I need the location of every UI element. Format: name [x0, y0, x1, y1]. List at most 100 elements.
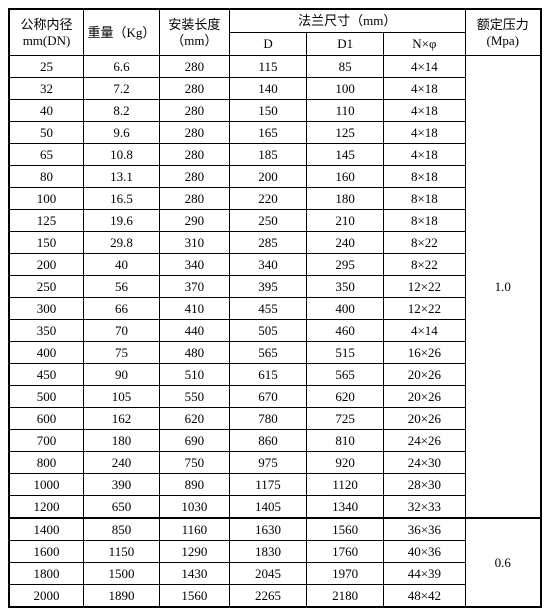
cell-wt: 19.6	[84, 210, 160, 232]
cell-d: 200	[229, 166, 306, 188]
cell-nphi: 24×30	[384, 452, 465, 474]
header-d: D	[229, 33, 306, 56]
cell-d1: 160	[307, 166, 384, 188]
table-row: 8013.12802001608×18	[9, 166, 541, 188]
table-row: 408.22801501104×18	[9, 100, 541, 122]
cell-d1: 1560	[307, 518, 384, 541]
cell-nphi: 12×22	[384, 298, 465, 320]
cell-dn: 1200	[9, 496, 84, 519]
cell-nphi: 4×18	[384, 122, 465, 144]
cell-len: 280	[159, 166, 229, 188]
cell-d1: 350	[307, 276, 384, 298]
cell-d1: 210	[307, 210, 384, 232]
cell-wt: 9.6	[84, 122, 160, 144]
table-row: 1800150014302045197044×39	[9, 563, 541, 585]
cell-d: 115	[229, 56, 306, 78]
cell-d1: 810	[307, 430, 384, 452]
cell-d1: 515	[307, 342, 384, 364]
table-row: 10016.52802201808×18	[9, 188, 541, 210]
cell-d: 2265	[229, 585, 306, 608]
cell-len: 280	[159, 78, 229, 100]
cell-nphi: 8×18	[384, 188, 465, 210]
cell-dn: 400	[9, 342, 84, 364]
cell-wt: 90	[84, 364, 160, 386]
header-len-line2: （mm）	[160, 33, 229, 49]
cell-len: 280	[159, 56, 229, 78]
cell-nphi: 8×22	[384, 254, 465, 276]
cell-d: 565	[229, 342, 306, 364]
header-nphi: N×φ	[384, 33, 465, 56]
cell-len: 280	[159, 188, 229, 210]
cell-d: 615	[229, 364, 306, 386]
cell-dn: 450	[9, 364, 84, 386]
cell-len: 550	[159, 386, 229, 408]
cell-d1: 725	[307, 408, 384, 430]
header-install-len: 安装长度 （mm）	[159, 9, 229, 56]
header-press-line2: (Mpa)	[466, 33, 541, 49]
table-row: 12519.62902502108×18	[9, 210, 541, 232]
cell-d: 1175	[229, 474, 306, 496]
cell-d: 165	[229, 122, 306, 144]
table-row: 4509051061556520×26	[9, 364, 541, 386]
cell-len: 1030	[159, 496, 229, 519]
cell-len: 280	[159, 122, 229, 144]
cell-wt: 6.6	[84, 56, 160, 78]
cell-len: 310	[159, 232, 229, 254]
cell-nphi: 12×22	[384, 276, 465, 298]
cell-d1: 460	[307, 320, 384, 342]
table-row: 2000189015602265218048×42	[9, 585, 541, 608]
cell-len: 690	[159, 430, 229, 452]
cell-pressure: 0.6	[465, 518, 541, 607]
cell-dn: 1800	[9, 563, 84, 585]
cell-d: 250	[229, 210, 306, 232]
cell-len: 410	[159, 298, 229, 320]
cell-d: 1405	[229, 496, 306, 519]
cell-nphi: 8×18	[384, 166, 465, 188]
cell-dn: 40	[9, 100, 84, 122]
table-row: 2505637039535012×22	[9, 276, 541, 298]
cell-d1: 1340	[307, 496, 384, 519]
cell-dn: 125	[9, 210, 84, 232]
cell-d: 150	[229, 100, 306, 122]
cell-dn: 32	[9, 78, 84, 100]
cell-nphi: 36×36	[384, 518, 465, 541]
cell-len: 280	[159, 100, 229, 122]
cell-len: 1430	[159, 563, 229, 585]
cell-nphi: 28×30	[384, 474, 465, 496]
cell-nphi: 24×26	[384, 430, 465, 452]
cell-d1: 1120	[307, 474, 384, 496]
header-dn-line1: 公称内径	[10, 17, 83, 33]
cell-dn: 700	[9, 430, 84, 452]
cell-len: 510	[159, 364, 229, 386]
table-row: 4007548056551516×26	[9, 342, 541, 364]
header-pressure: 额定压力 (Mpa)	[465, 9, 541, 56]
cell-dn: 300	[9, 298, 84, 320]
header-dn-line2: mm(DN)	[10, 33, 83, 49]
cell-dn: 2000	[9, 585, 84, 608]
cell-dn: 80	[9, 166, 84, 188]
cell-d1: 125	[307, 122, 384, 144]
table-row: 6510.82801851454×18	[9, 144, 541, 166]
cell-nphi: 40×36	[384, 541, 465, 563]
table-row: 3006641045540012×22	[9, 298, 541, 320]
cell-d: 285	[229, 232, 306, 254]
cell-dn: 800	[9, 452, 84, 474]
cell-wt: 66	[84, 298, 160, 320]
cell-nphi: 20×26	[384, 386, 465, 408]
cell-d: 220	[229, 188, 306, 210]
cell-wt: 162	[84, 408, 160, 430]
cell-d: 395	[229, 276, 306, 298]
cell-d1: 145	[307, 144, 384, 166]
cell-wt: 105	[84, 386, 160, 408]
cell-dn: 1600	[9, 541, 84, 563]
cell-nphi: 20×26	[384, 408, 465, 430]
cell-d: 975	[229, 452, 306, 474]
cell-nphi: 16×26	[384, 342, 465, 364]
cell-wt: 29.8	[84, 232, 160, 254]
table-row: 70018069086081024×26	[9, 430, 541, 452]
cell-nphi: 4×18	[384, 144, 465, 166]
cell-wt: 1150	[84, 541, 160, 563]
cell-d1: 295	[307, 254, 384, 276]
cell-len: 280	[159, 144, 229, 166]
cell-d: 780	[229, 408, 306, 430]
